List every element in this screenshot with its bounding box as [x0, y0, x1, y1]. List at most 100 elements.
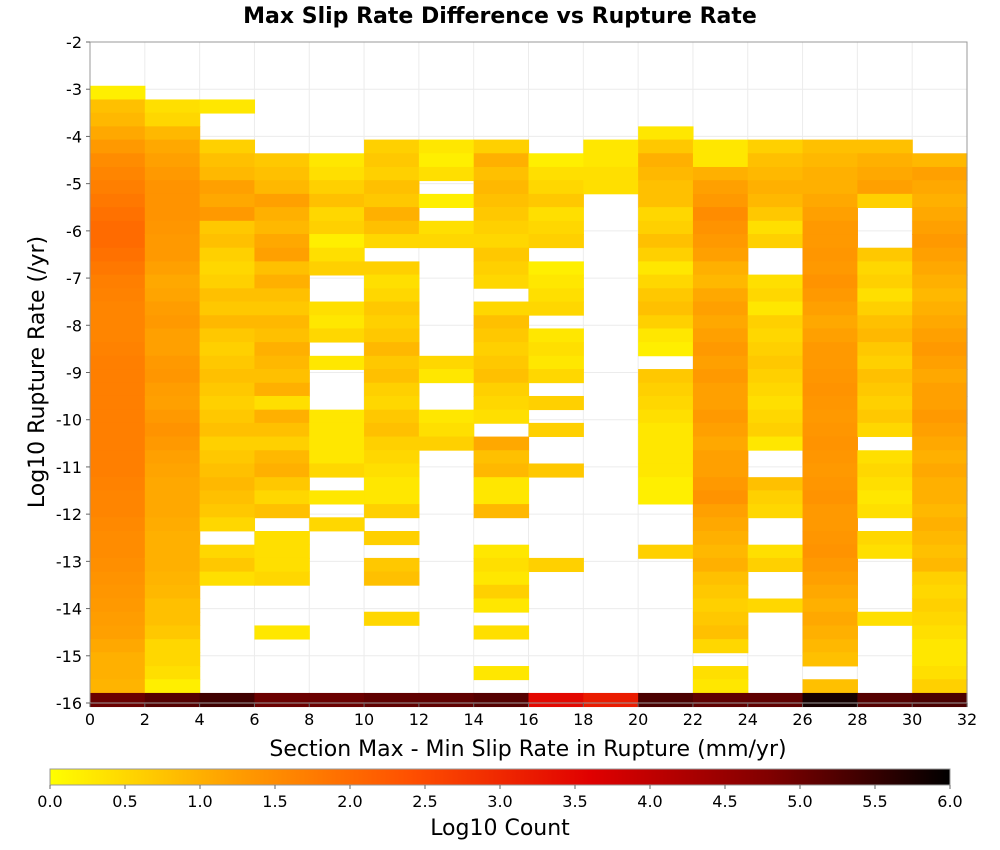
heatmap-cell — [528, 328, 584, 343]
heatmap-cell — [90, 625, 146, 640]
heatmap-cell — [364, 261, 420, 276]
heatmap-cell — [638, 692, 694, 708]
heatmap-cell — [144, 598, 201, 613]
heatmap-cell — [144, 490, 201, 505]
heatmap-cell — [199, 395, 256, 411]
heatmap-cell — [199, 490, 256, 505]
heatmap-cell — [692, 531, 749, 546]
heatmap-cell — [747, 544, 804, 559]
heatmap-cell — [528, 288, 584, 303]
heatmap-cell — [254, 450, 310, 465]
heatmap-cell — [692, 517, 749, 532]
heatmap-cell — [802, 544, 858, 559]
heatmap-cell — [802, 436, 858, 451]
heatmap-cell — [912, 193, 968, 208]
heatmap-cell — [747, 436, 804, 451]
heatmap-cell — [802, 355, 858, 370]
heatmap-cell — [802, 504, 858, 519]
heatmap-cell — [144, 679, 201, 694]
heatmap-cell — [638, 409, 694, 424]
heatmap-cell — [912, 342, 968, 357]
heatmap-cell — [364, 342, 420, 357]
heatmap-cell — [528, 166, 584, 182]
heatmap-cell — [90, 517, 146, 532]
heatmap-cell — [473, 247, 530, 262]
heatmap-cell — [802, 153, 858, 168]
heatmap-cell — [144, 422, 201, 437]
heatmap-cell — [912, 463, 968, 478]
heatmap-cell — [638, 193, 694, 208]
heatmap-cell — [90, 679, 146, 694]
heatmap-cell — [802, 409, 858, 424]
heatmap-cell — [90, 666, 146, 681]
x-axis-ticks: 0 2 4 6 8 10 12 14 16 18 20 22 24 26 28 30 32 — [85, 703, 977, 729]
heatmap-cell — [199, 234, 256, 249]
heatmap-cell — [144, 666, 201, 681]
heatmap-cell — [90, 193, 146, 208]
heatmap-cell — [473, 490, 530, 505]
colorbar-tick-label: 3.0 — [487, 792, 512, 811]
heatmap-cell — [802, 450, 858, 465]
colorbar-tick-label: 4.5 — [712, 792, 737, 811]
heatmap-cell — [364, 166, 420, 182]
heatmap-cell — [90, 234, 146, 249]
heatmap-cell — [912, 315, 968, 330]
heatmap-cell — [144, 584, 201, 599]
heatmap-cell — [473, 207, 530, 222]
heatmap-cell — [364, 436, 420, 451]
heatmap-cell — [309, 450, 365, 465]
colorbar-tick-label: 1.0 — [187, 792, 212, 811]
heatmap-cell — [747, 234, 804, 249]
heatmap-cell — [90, 584, 146, 599]
heatmap-cell — [90, 99, 146, 114]
heatmap-cell — [144, 234, 201, 249]
heatmap-cell — [912, 409, 968, 424]
heatmap-cell — [857, 261, 913, 276]
heatmap-cell — [747, 395, 804, 411]
heatmap-cell — [309, 301, 365, 316]
heatmap-cell — [638, 166, 694, 182]
heatmap-cell — [90, 180, 146, 195]
heatmap-cell — [692, 301, 749, 316]
heatmap-cell — [144, 436, 201, 451]
heatmap-cell — [747, 301, 804, 316]
heatmap-cell — [912, 166, 968, 182]
heatmap-cell — [747, 166, 804, 182]
heatmap-cell — [309, 355, 365, 370]
heatmap-cell — [802, 301, 858, 316]
heatmap-cell — [747, 139, 804, 154]
heatmap-cell — [692, 557, 749, 573]
heatmap-cell — [199, 382, 256, 397]
heatmap-cell — [802, 166, 858, 182]
heatmap-cell — [747, 153, 804, 168]
heatmap-cell — [473, 450, 530, 465]
heatmap-cell — [144, 112, 201, 127]
heatmap-cell — [857, 463, 913, 478]
heatmap-cell — [254, 166, 310, 182]
heatmap-cell — [912, 544, 968, 559]
heatmap-cell — [90, 692, 146, 708]
heatmap-cell — [473, 463, 530, 478]
heatmap-cells — [90, 85, 968, 708]
heatmap-cell — [418, 369, 475, 384]
heatmap-cell — [638, 180, 694, 195]
heatmap-cell — [90, 369, 146, 384]
heatmap-cell — [418, 692, 475, 708]
heatmap-cell — [199, 544, 256, 559]
heatmap-cell — [802, 490, 858, 505]
heatmap-cell — [418, 220, 475, 235]
heatmap-cell — [309, 166, 365, 182]
heatmap-cell — [638, 342, 694, 357]
heatmap-cell — [254, 234, 310, 249]
heatmap-cell — [309, 153, 365, 168]
colorbar-tick-label: 2.5 — [412, 792, 437, 811]
heatmap-cell — [802, 328, 858, 343]
heatmap-cell — [90, 247, 146, 262]
heatmap-cell — [90, 422, 146, 437]
heatmap-cell — [309, 436, 365, 451]
chart-title: Max Slip Rate Difference vs Rupture Rate — [243, 4, 757, 29]
heatmap-cell — [254, 504, 310, 519]
heatmap-cell — [199, 274, 256, 289]
heatmap-cell — [144, 139, 201, 154]
heatmap-cell — [802, 598, 858, 613]
